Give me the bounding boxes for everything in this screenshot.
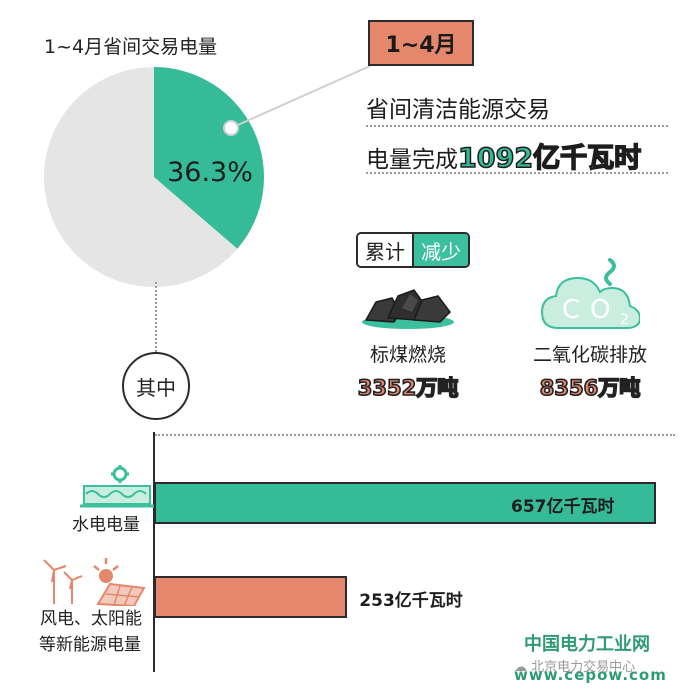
callout-dot <box>223 120 239 136</box>
divider-dotted <box>155 434 675 436</box>
bar-hydro-value: 657亿千瓦时 <box>511 497 615 517</box>
pie-slice-other <box>44 67 238 287</box>
bar-renewable <box>154 576 348 618</box>
bar-axis <box>153 432 155 672</box>
period-badge: 1~4月 <box>368 20 474 66</box>
co2-sub: 2 <box>620 312 629 328</box>
pie-title: 1~4月省间交易电量 <box>44 36 218 58</box>
headline-line1: 省间清洁能源交易 <box>366 97 550 123</box>
headline-line2: 电量完成1092亿千瓦时 <box>366 136 642 175</box>
reduction-label: 减少 <box>412 234 468 266</box>
co2-c: C <box>562 295 580 325</box>
site-url: www.cepow.com <box>514 666 667 684</box>
callout-line <box>230 65 371 129</box>
pie-slice-label: 36.3% <box>167 157 253 188</box>
cumulative-label: 累计 <box>358 234 412 266</box>
headline-underline-2 <box>366 172 668 174</box>
headline-highlight: 1092亿千瓦时 <box>457 142 642 175</box>
co2-o: O <box>590 295 610 325</box>
coal-value: 3352万吨 <box>357 375 459 401</box>
connector-dotted <box>155 282 157 352</box>
cat-hydro: 水电电量 <box>72 515 140 535</box>
qizhong-circle: 其中 <box>122 352 190 420</box>
bar-renewable-value: 253亿千瓦时 <box>359 591 463 611</box>
hydro-dam-icon <box>80 465 154 508</box>
co2-value: 8356万吨 <box>539 375 641 401</box>
cat-renewable-line2: 等新能源电量 <box>39 635 141 655</box>
bar-hydro <box>154 482 656 524</box>
cumulative-badge: 累计 减少 <box>356 232 470 268</box>
cat-renewable-line1: 风电、太阳能 <box>40 609 142 629</box>
headline-underline-1 <box>366 125 668 127</box>
brand-name: 中国电力工业网 <box>524 634 650 655</box>
pie-slice-main <box>154 67 265 249</box>
wechat-watermark: ☁ 北京电力交易中心 <box>514 656 635 675</box>
wechat-icon: ☁ <box>514 660 527 675</box>
coal-icon <box>362 289 454 329</box>
coal-label: 标煤燃烧 <box>369 344 446 366</box>
wind-solar-icon <box>43 558 146 606</box>
wechat-account: 北京电力交易中心 <box>531 660 636 675</box>
headline-prefix: 电量完成 <box>366 147 458 173</box>
co2-label: 二氧化碳排放 <box>532 344 647 366</box>
co2-cloud-icon: C O 2 <box>540 258 640 329</box>
